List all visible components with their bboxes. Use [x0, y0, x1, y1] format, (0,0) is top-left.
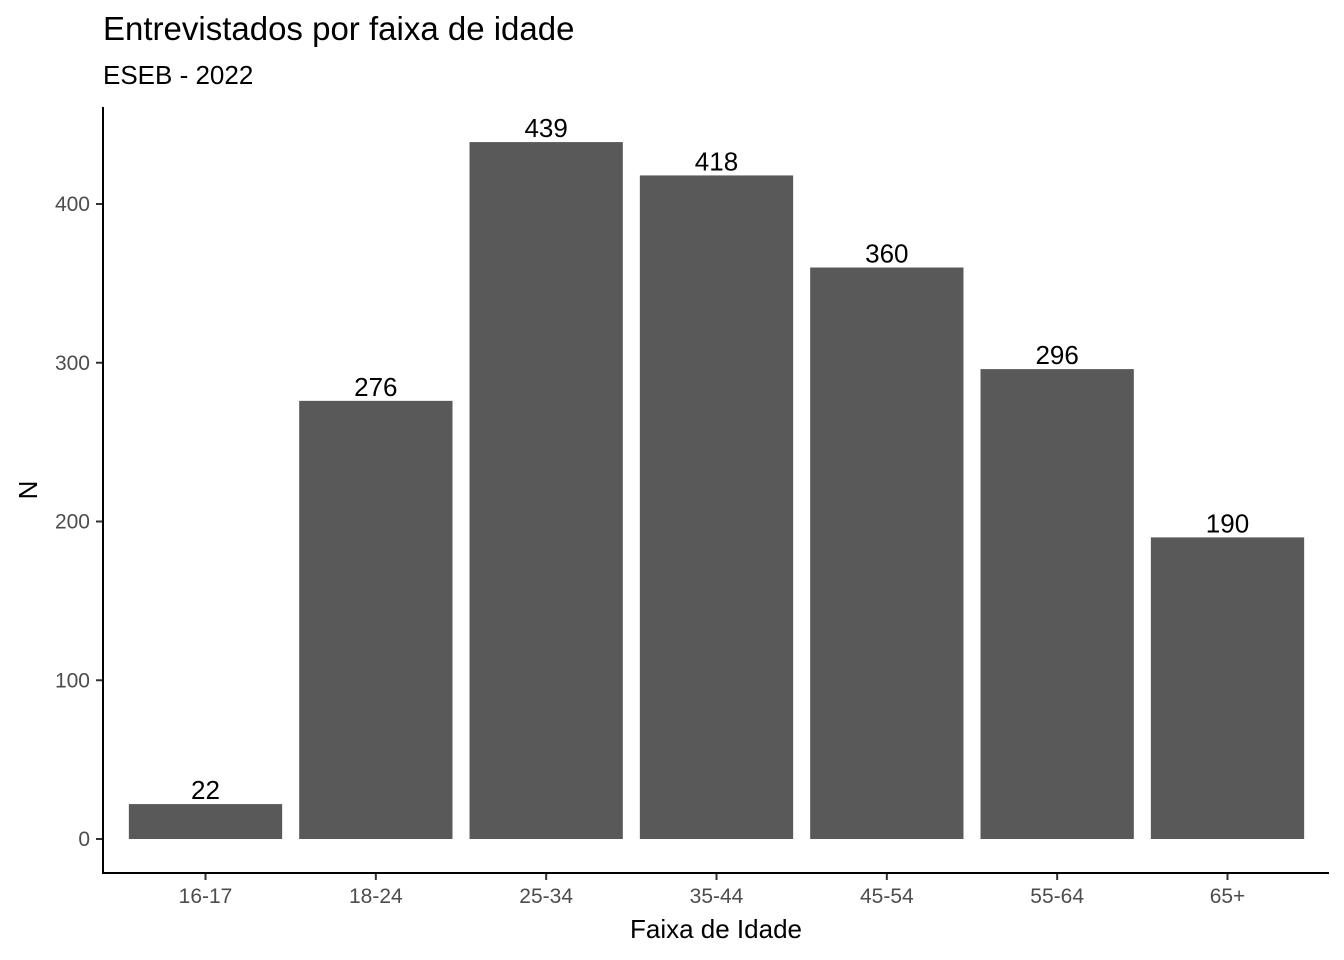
- bar-35-44: [639, 175, 794, 839]
- x-tick-label: 16-17: [179, 885, 233, 908]
- x-tick-label: 45-54: [860, 885, 914, 908]
- bar-labels-group: 22 276 439 418 360 296 190: [191, 113, 1249, 805]
- chart-subtitle: ESEB - 2022: [103, 60, 253, 90]
- y-tick-label: 300: [55, 352, 90, 375]
- bar-45-54: [810, 267, 964, 839]
- y-tick-label: 0: [78, 828, 90, 851]
- chart-title: Entrevistados por faixa de idade: [103, 10, 574, 47]
- bar-value-label: 360: [865, 239, 908, 269]
- bar-16-17: [128, 804, 283, 839]
- y-tick-label: 400: [55, 193, 90, 216]
- bar-18-24: [299, 400, 453, 839]
- x-tick-label: 18-24: [349, 885, 403, 908]
- y-tick-label: 200: [55, 511, 90, 534]
- bar-value-label: 190: [1206, 508, 1249, 538]
- x-tick-label: 35-44: [690, 885, 744, 908]
- bar-25-34: [469, 142, 623, 840]
- bar-value-label: 22: [191, 775, 220, 805]
- bar-value-label: 296: [1035, 340, 1078, 370]
- y-tick-label: 100: [55, 669, 90, 692]
- x-tick-label: 55-64: [1030, 885, 1084, 908]
- x-tick-label: 65+: [1210, 885, 1246, 908]
- x-axis-ticks: 16-17 18-24 25-34 35-44 45-54 55-64 65+: [179, 873, 1246, 908]
- bar-65+: [1150, 537, 1305, 840]
- bar-value-label: 276: [354, 372, 397, 402]
- y-axis-title: N: [13, 481, 43, 500]
- y-axis-ticks: 0 100 200 300 400: [55, 193, 103, 851]
- x-tick-label: 25-34: [519, 885, 573, 908]
- x-axis-title: Faixa de Idade: [630, 914, 802, 944]
- bar-value-label: 418: [695, 146, 738, 176]
- bar-value-label: 439: [524, 113, 567, 143]
- bars-group: [128, 142, 1305, 840]
- bar-55-64: [980, 369, 1134, 839]
